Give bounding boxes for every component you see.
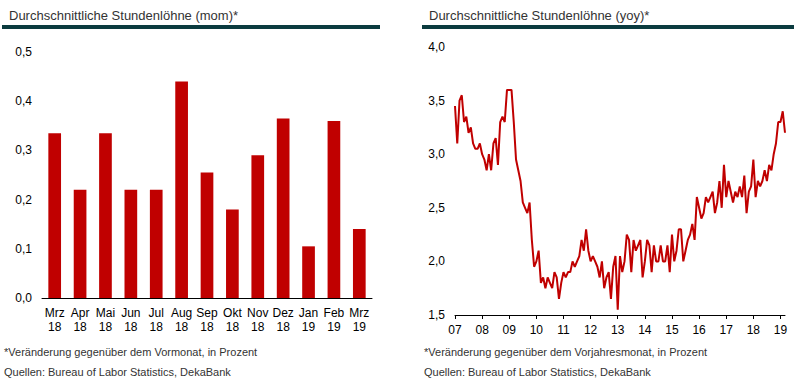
- svg-text:Apr: Apr: [71, 306, 90, 320]
- svg-text:18: 18: [175, 320, 189, 334]
- svg-text:2,0: 2,0: [428, 254, 445, 268]
- svg-text:15: 15: [665, 323, 679, 337]
- svg-text:Jan: Jan: [299, 306, 318, 320]
- svg-text:13: 13: [611, 323, 625, 337]
- svg-text:0,2: 0,2: [15, 193, 32, 207]
- svg-text:12: 12: [584, 323, 598, 337]
- svg-text:18: 18: [48, 320, 62, 334]
- svg-text:11: 11: [557, 323, 570, 337]
- svg-text:19: 19: [774, 323, 788, 337]
- svg-text:0,3: 0,3: [15, 143, 32, 157]
- svg-text:Okt: Okt: [223, 306, 242, 320]
- svg-text:3,5: 3,5: [428, 94, 445, 108]
- svg-text:19: 19: [353, 320, 367, 334]
- svg-text:18: 18: [150, 320, 164, 334]
- svg-text:14: 14: [638, 323, 652, 337]
- svg-text:Jul: Jul: [149, 306, 164, 320]
- svg-text:17: 17: [720, 323, 734, 337]
- svg-text:09: 09: [503, 323, 517, 337]
- svg-text:18: 18: [73, 320, 87, 334]
- svg-text:Sep: Sep: [196, 306, 218, 320]
- svg-text:19: 19: [327, 320, 341, 334]
- svg-text:0,0: 0,0: [15, 291, 32, 305]
- svg-text:19: 19: [302, 320, 316, 334]
- svg-text:Feb: Feb: [324, 306, 345, 320]
- svg-text:Quellen: Bureau of Labor Stati: Quellen: Bureau of Labor Statistics, Dek…: [4, 366, 231, 378]
- svg-text:Durchschnittliche Stundenlöhne: Durchschnittliche Stundenlöhne (yoy)*: [429, 8, 649, 23]
- svg-text:0,4: 0,4: [15, 94, 32, 108]
- svg-text:16: 16: [692, 323, 706, 337]
- svg-text:Nov: Nov: [247, 306, 268, 320]
- svg-text:18: 18: [200, 320, 214, 334]
- svg-text:*Veränderung gegenüber dem Vor: *Veränderung gegenüber dem Vormonat, in …: [4, 346, 257, 358]
- svg-text:Quellen: Bureau of Labor Stati: Quellen: Bureau of Labor Statistics, Dek…: [424, 366, 651, 378]
- svg-text:Mai: Mai: [96, 306, 115, 320]
- svg-text:3,0: 3,0: [428, 147, 445, 161]
- svg-text:Mrz: Mrz: [349, 306, 369, 320]
- svg-text:18: 18: [251, 320, 265, 334]
- svg-text:1,5: 1,5: [428, 308, 445, 322]
- svg-text:4,0: 4,0: [428, 40, 445, 54]
- svg-text:0,5: 0,5: [15, 45, 32, 59]
- svg-text:*Veränderung gegenüber dem Vor: *Veränderung gegenüber dem Vorjahresmona…: [424, 346, 707, 358]
- svg-text:2,5: 2,5: [428, 201, 445, 215]
- svg-text:Durchschnittliche Stundenlöhne: Durchschnittliche Stundenlöhne (mom)*: [9, 8, 238, 23]
- svg-text:Aug: Aug: [171, 306, 192, 320]
- svg-text:18: 18: [226, 320, 240, 334]
- svg-text:18: 18: [99, 320, 113, 334]
- svg-text:18: 18: [276, 320, 290, 334]
- svg-text:18: 18: [747, 323, 761, 337]
- svg-text:Jun: Jun: [121, 306, 140, 320]
- svg-text:0,1: 0,1: [15, 242, 32, 256]
- svg-text:07: 07: [448, 323, 462, 337]
- svg-text:10: 10: [530, 323, 544, 337]
- svg-text:08: 08: [475, 323, 489, 337]
- svg-text:Mrz: Mrz: [45, 306, 65, 320]
- svg-text:Dez: Dez: [272, 306, 293, 320]
- svg-text:18: 18: [124, 320, 138, 334]
